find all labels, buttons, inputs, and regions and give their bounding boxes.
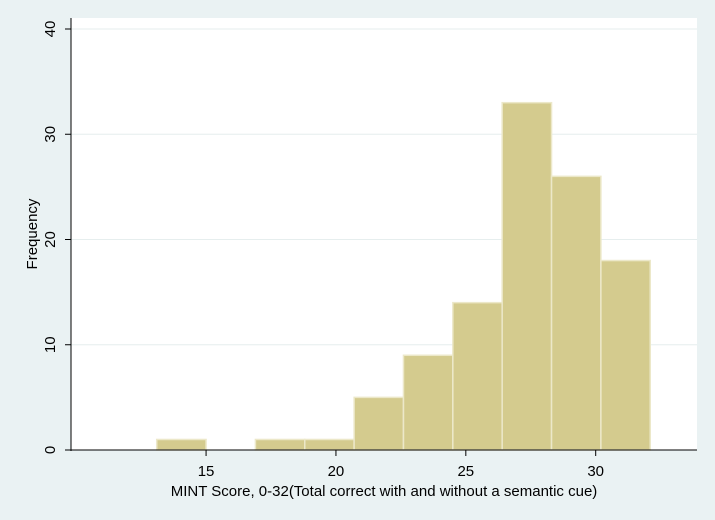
y-tick-label-20: 20 xyxy=(42,231,59,248)
histogram-bar-10 xyxy=(600,259,651,451)
y-tick-label-40: 40 xyxy=(42,21,59,38)
histogram-bar-4 xyxy=(304,438,355,451)
histogram-bar-9 xyxy=(550,175,602,451)
histogram-bar-6 xyxy=(402,354,454,451)
axes: 0 10 20 30 40 15 20 25 30 xyxy=(42,18,697,480)
y-tick-label-0: 0 xyxy=(42,446,59,454)
histogram-bars xyxy=(155,101,651,451)
histogram-bar-7 xyxy=(452,301,503,451)
x-tick-label-20: 20 xyxy=(328,463,345,480)
x-tick-label-25: 25 xyxy=(457,463,474,480)
y-tick-label-10: 10 xyxy=(42,336,59,353)
histogram-bar-3 xyxy=(254,438,306,451)
x-axis-title: MINT Score, 0-32(Total correct with and … xyxy=(171,483,598,500)
y-tick-label-30: 30 xyxy=(42,126,59,143)
histogram-bar-5 xyxy=(353,396,405,451)
y-axis-title: Frequency xyxy=(24,198,41,269)
histogram-bar-1 xyxy=(155,438,207,451)
x-tick-label-30: 30 xyxy=(587,463,604,480)
histogram-bar-8 xyxy=(501,101,553,451)
x-tick-label-15: 15 xyxy=(198,463,215,480)
